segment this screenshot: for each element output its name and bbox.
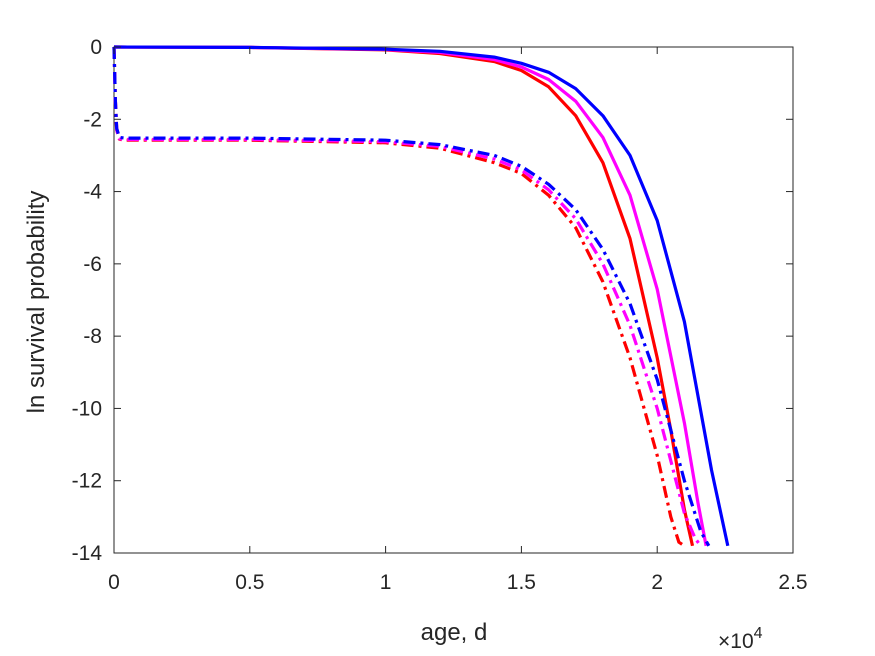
series-line-5 (112, 46, 702, 547)
series-layer (112, 45, 730, 548)
y-tick-label: -14 (72, 542, 103, 565)
y-tick-label: -12 (72, 470, 102, 493)
series-line-6 (112, 46, 711, 547)
x-tick-label: 1.5 (507, 571, 536, 594)
x-tick-label: 2 (651, 571, 663, 594)
y-tick-label: -10 (72, 397, 102, 420)
y-tick-label: -8 (83, 325, 102, 348)
y-axis-label: ln survival probability (23, 191, 50, 414)
x-tick-label: 1 (380, 571, 392, 594)
x-exponent-label: ×104 (718, 625, 763, 653)
y-tick-label: -4 (83, 181, 102, 204)
ticks-layer: 0 0.5 1 1.5 2 2.5 0 -2 -4 -6 -8 -10 -12 -14 (72, 36, 808, 594)
y-tick-label: 0 (90, 36, 102, 59)
x-exponent-base: ×10 (718, 630, 754, 653)
plot-frame (113, 46, 794, 554)
x-tick-label: 0.5 (235, 571, 264, 594)
x-tick-label: 0 (108, 571, 120, 594)
plot-box (113, 46, 794, 554)
y-tick-label: -2 (83, 108, 102, 131)
series-line-3 (113, 45, 730, 547)
x-axis-label: age, d (421, 619, 488, 646)
y-tick-label: -6 (83, 253, 102, 276)
series-line-4 (112, 46, 686, 548)
x-exponent-power: 4 (754, 625, 763, 642)
x-tick-label: 2.5 (778, 571, 807, 594)
